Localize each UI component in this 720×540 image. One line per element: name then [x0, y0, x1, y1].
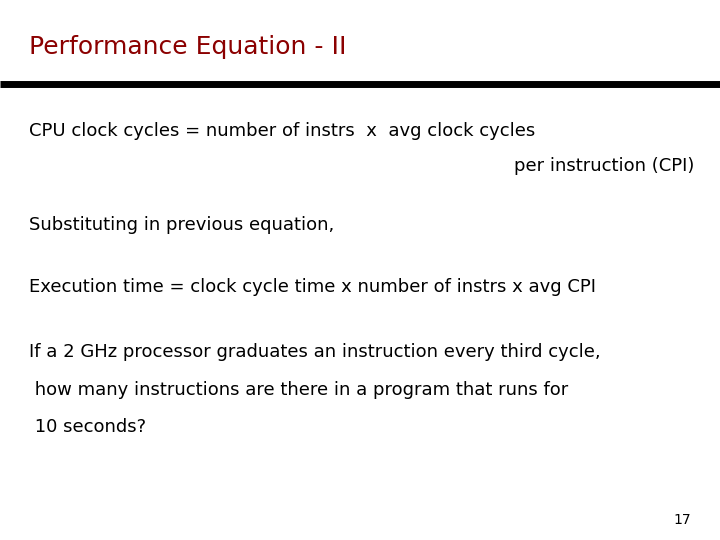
Text: CPU clock cycles = number of instrs  x  avg clock cycles: CPU clock cycles = number of instrs x av…	[29, 122, 535, 139]
Text: per instruction (CPI): per instruction (CPI)	[514, 157, 695, 174]
Text: Performance Equation - II: Performance Equation - II	[29, 35, 346, 59]
Text: how many instructions are there in a program that runs for: how many instructions are there in a pro…	[29, 381, 568, 399]
Text: 17: 17	[674, 512, 691, 526]
Text: If a 2 GHz processor graduates an instruction every third cycle,: If a 2 GHz processor graduates an instru…	[29, 343, 600, 361]
Text: Execution time = clock cycle time x number of instrs x avg CPI: Execution time = clock cycle time x numb…	[29, 278, 596, 296]
Text: 10 seconds?: 10 seconds?	[29, 418, 146, 436]
Text: Substituting in previous equation,: Substituting in previous equation,	[29, 216, 334, 234]
